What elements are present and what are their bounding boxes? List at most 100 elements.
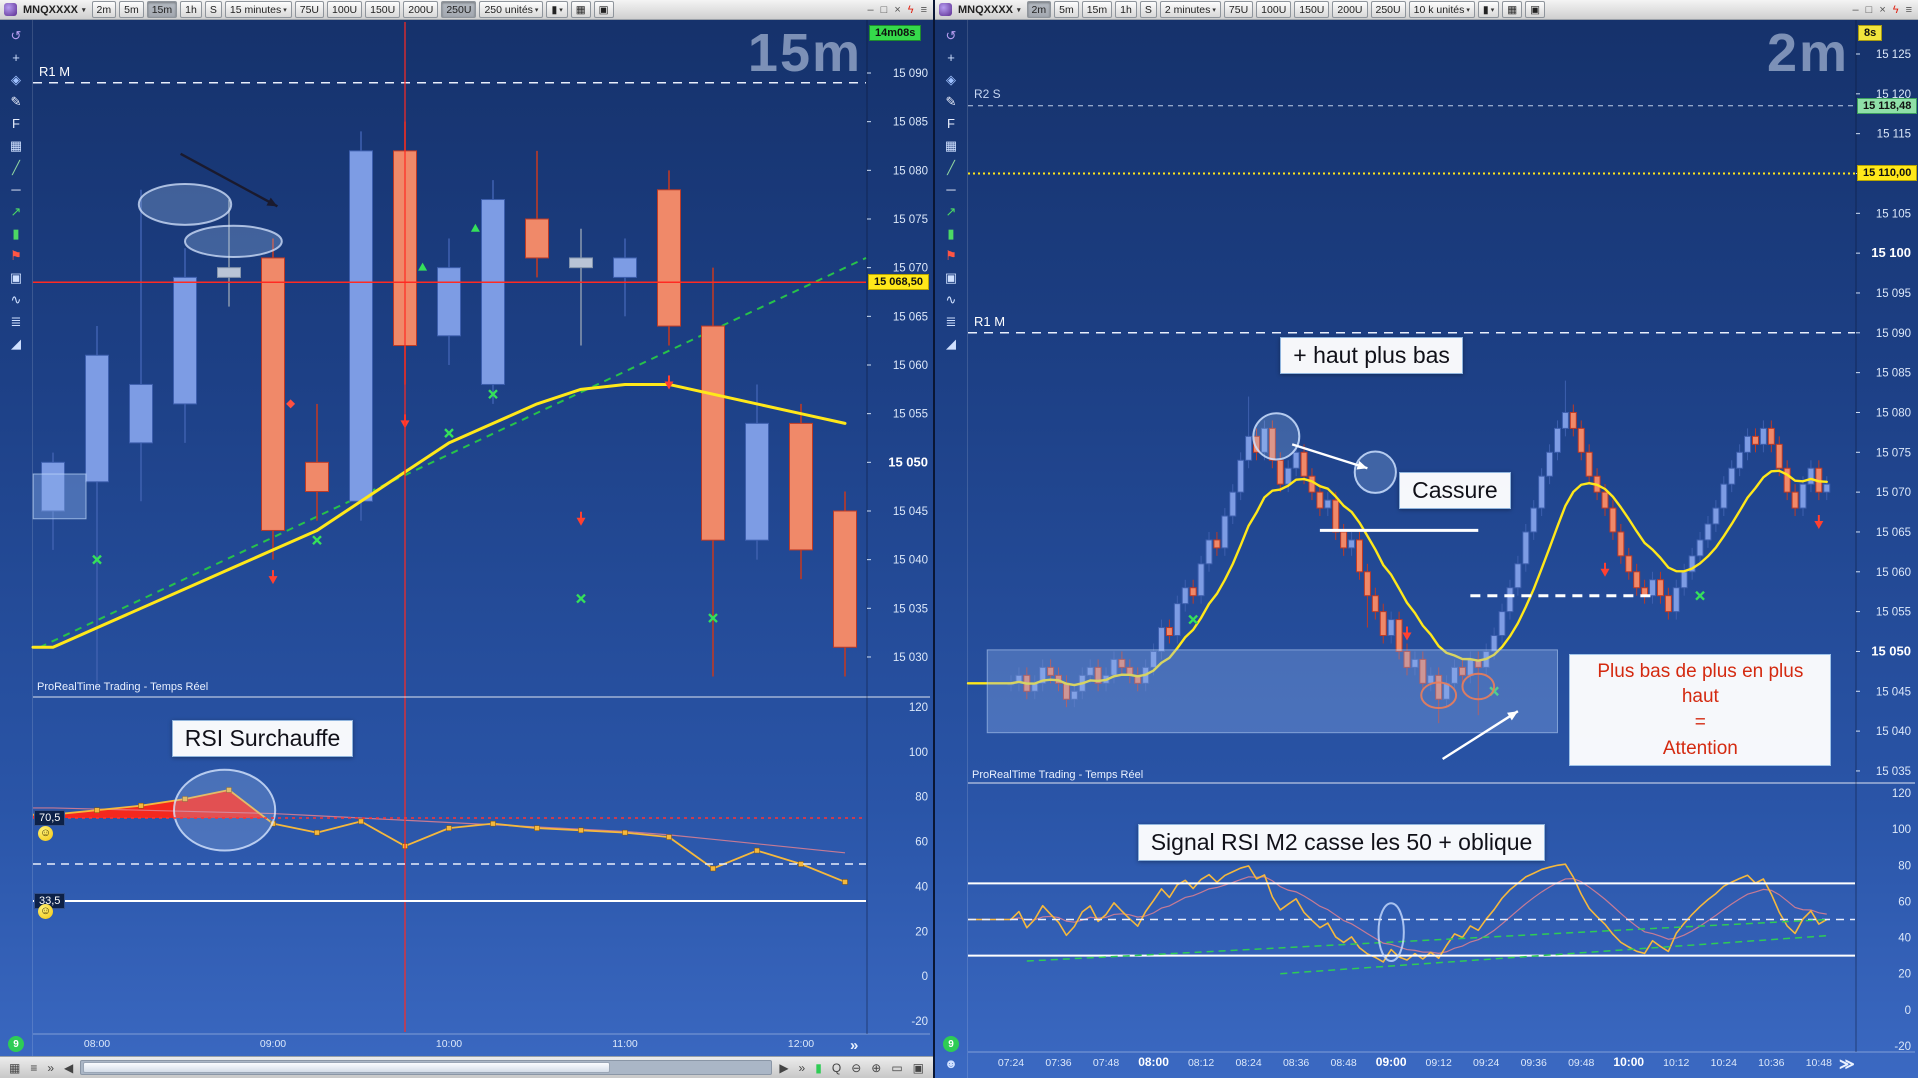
user-icon[interactable]: ☻ xyxy=(944,1056,958,1071)
annotation-text-box[interactable]: + haut plus bas xyxy=(1280,336,1463,374)
drawn-ellipse[interactable] xyxy=(137,182,233,226)
maximize-icon[interactable]: □ xyxy=(1865,3,1873,16)
page-left-icon[interactable]: » xyxy=(47,1060,55,1075)
time-scrollbar[interactable] xyxy=(80,1060,773,1075)
indicator-tool-icon[interactable]: ▦ xyxy=(9,137,23,153)
chart-style-icon[interactable]: ▮ ▾ xyxy=(546,1,568,18)
list-icon[interactable]: ≡ xyxy=(30,1060,38,1075)
scroll-right-icon[interactable]: ▶ xyxy=(779,1060,789,1075)
units-button-100U[interactable]: 100U xyxy=(1256,1,1292,18)
rsi-chart-area[interactable] xyxy=(33,699,866,1032)
units-button-250U[interactable]: 250U xyxy=(1370,1,1406,18)
units-button-75U[interactable]: 75U xyxy=(1223,1,1254,18)
timeframe-button-1h[interactable]: 1h xyxy=(180,1,202,18)
snapshot-icon[interactable]: ▣ xyxy=(912,1060,924,1075)
connection-status-icon[interactable]: ϟ xyxy=(907,3,914,16)
text-tool-icon[interactable]: F xyxy=(12,116,20,131)
zoom-in-icon[interactable]: ⊕ xyxy=(871,1060,882,1075)
alarm-clock-icon[interactable]: 9 xyxy=(8,1036,24,1052)
time-axis[interactable]: 07:24 07:36 07:48 08:00 08:12 08:24 08:36 08:48… xyxy=(998,1055,1832,1069)
drawn-ellipse[interactable] xyxy=(1353,450,1397,494)
fibonacci-tool-icon[interactable]: ≣ xyxy=(945,313,957,329)
fibonacci-tool-icon[interactable]: ≣ xyxy=(10,313,22,329)
flag-tool-icon[interactable]: ⚑ xyxy=(945,247,957,263)
timeframe-button-1h[interactable]: 1h xyxy=(1115,1,1137,18)
units-button-150U[interactable]: 150U xyxy=(1294,1,1330,18)
pan-tool-icon[interactable]: + xyxy=(12,50,20,65)
timeframe-button-S[interactable]: S xyxy=(204,1,222,18)
maximize-icon[interactable]: □ xyxy=(880,3,888,16)
pan-tool-icon[interactable]: + xyxy=(947,50,955,65)
drawn-ellipse[interactable] xyxy=(1252,412,1301,461)
zoom-out-icon[interactable]: ⊖ xyxy=(851,1060,862,1075)
screenshot-icon[interactable]: ▣ xyxy=(593,1,614,18)
scrollbar-thumb[interactable] xyxy=(83,1062,610,1073)
units-button-200U[interactable]: 200U xyxy=(1332,1,1368,18)
instrument-selector[interactable]: MNQXXXX ▾ xyxy=(20,4,89,16)
zigzag-tool-icon[interactable]: ∿ xyxy=(945,291,957,307)
timeframe-button-S[interactable]: S xyxy=(1139,1,1157,18)
connection-status-icon[interactable]: ϟ xyxy=(1892,3,1899,16)
units-button-100U[interactable]: 100U xyxy=(327,1,363,18)
lines-tool-icon[interactable]: ╱ xyxy=(947,159,955,175)
indicator-tool-icon[interactable]: ▦ xyxy=(944,137,958,153)
text-tool-icon[interactable]: F xyxy=(947,116,955,131)
corner-tool-icon[interactable]: ◢ xyxy=(946,335,956,351)
go-to-end-button[interactable]: ≫ xyxy=(1839,1056,1855,1073)
menu-icon[interactable]: ≡ xyxy=(920,3,927,16)
timeframe-button-2m[interactable]: 2m xyxy=(1026,1,1052,18)
timeframe-dropdown[interactable]: 2 minutes ▾ xyxy=(1159,1,1221,18)
trendline-tool-icon[interactable]: ↗ xyxy=(945,203,957,219)
pattern-tool-icon[interactable]: ▣ xyxy=(9,269,23,285)
hline-tool-icon[interactable]: ─ xyxy=(11,182,21,197)
drawn-ellipse[interactable] xyxy=(1377,902,1405,963)
annotation-text-box[interactable]: Signal RSI M2 casse les 50 + oblique xyxy=(1137,823,1546,861)
go-to-end-button[interactable]: » xyxy=(850,1037,859,1054)
lines-tool-icon[interactable]: ╱ xyxy=(12,159,20,175)
scroll-left-icon[interactable]: ◀ xyxy=(64,1060,74,1075)
grid-icon[interactable]: ▦ xyxy=(9,1060,21,1075)
drawn-ellipse[interactable] xyxy=(173,768,277,852)
chart-style-icon[interactable]: ▮ ▾ xyxy=(1477,1,1500,18)
close-icon[interactable]: × xyxy=(894,3,901,16)
timeframe-button-2m[interactable]: 2m xyxy=(91,1,117,18)
timeframe-button-15m[interactable]: 15m xyxy=(146,1,178,18)
zone-rectangle[interactable] xyxy=(32,473,87,520)
annotation-text-box[interactable]: Plus bas de plus en plus haut = Attention xyxy=(1569,653,1832,767)
trendline-tool-icon[interactable]: ↗ xyxy=(10,203,22,219)
pattern-tool-icon[interactable]: ▣ xyxy=(944,269,958,285)
timeframe-button-5m[interactable]: 5m xyxy=(1054,1,1079,18)
alarm-clock-icon[interactable]: 9 xyxy=(943,1036,959,1052)
oblique-trendline[interactable] xyxy=(1026,918,1827,962)
hline-tool-icon[interactable]: ─ xyxy=(946,182,956,197)
instrument-selector[interactable]: MNQXXXX ▾ xyxy=(955,4,1024,16)
price-axis[interactable]: 15 090 15 085 15 080 15 075 15 070 15 065 15 0… xyxy=(867,68,928,1028)
trendline[interactable] xyxy=(39,257,867,649)
layout-icon[interactable]: ▦ xyxy=(570,1,591,18)
annotation-text-box[interactable]: Cassure xyxy=(1399,472,1511,510)
menu-icon[interactable]: ≡ xyxy=(1905,3,1912,16)
units-button-200U[interactable]: 200U xyxy=(403,1,439,18)
minimize-icon[interactable]: – xyxy=(1852,3,1859,16)
units-dropdown[interactable]: 250 unités ▾ xyxy=(479,1,544,18)
timeframe-button-15m[interactable]: 15m xyxy=(1081,1,1113,18)
drawn-ellipse[interactable] xyxy=(184,224,283,258)
annotation-text-box[interactable]: RSI Surchauffe xyxy=(171,720,354,758)
eraser-tool-icon[interactable]: ◈ xyxy=(11,71,21,87)
rectangle-tool-icon[interactable]: ▮ xyxy=(947,225,955,241)
pencil-tool-icon[interactable]: ✎ xyxy=(10,93,22,109)
close-icon[interactable]: × xyxy=(1879,3,1886,16)
drawn-ellipse[interactable] xyxy=(1420,681,1458,710)
layout-icon[interactable]: ▦ xyxy=(1502,1,1523,18)
oblique-trendline[interactable] xyxy=(1280,935,1827,975)
minimize-icon[interactable]: – xyxy=(867,3,874,16)
screenshot-icon[interactable]: ▣ xyxy=(1525,1,1546,18)
rectangle-tool-icon[interactable]: ▮ xyxy=(12,225,20,241)
eraser-tool-icon[interactable]: ◈ xyxy=(946,71,956,87)
zigzag-tool-icon[interactable]: ∿ xyxy=(10,291,22,307)
flag-tool-icon[interactable]: ⚑ xyxy=(10,247,22,263)
timeframe-dropdown[interactable]: 15 minutes ▾ xyxy=(224,1,292,18)
candles-icon[interactable]: ▮ xyxy=(815,1060,822,1075)
drawn-ellipse[interactable] xyxy=(1461,672,1496,701)
